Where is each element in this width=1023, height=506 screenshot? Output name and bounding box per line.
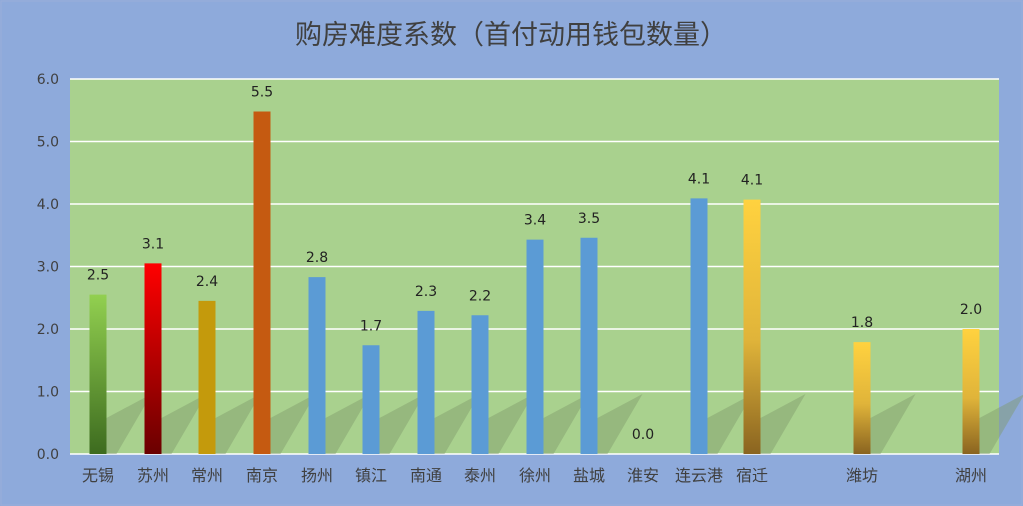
data-label: 2.5: [87, 268, 109, 284]
bar-苏州: [144, 263, 162, 454]
x-category-label: 常州: [191, 466, 223, 485]
bar-shadow: [597, 394, 643, 454]
bar-shadow: [434, 394, 480, 454]
data-labels: 2.5 3.1 2.4 5.5 2.8 1.7 2.3 2.2 3.4 3.5 0.0 4.1 4.1 1…: [87, 85, 982, 444]
gridlines: [70, 78, 999, 455]
y-axis-ticks: 0.0 1.0 2.0 3.0 4.0 5.0 6.0: [37, 72, 59, 463]
bar-徐州: [526, 239, 544, 454]
bar-南京: [253, 111, 271, 454]
data-label: 3.1: [142, 236, 164, 252]
x-axis-categories: 无锡 苏州 常州 南京 扬州 镇江 南通 泰州 徐州 盐城 淮安 连云港 宿迁 潍坊 湖州: [82, 466, 987, 485]
x-category-label: 潍坊: [846, 466, 878, 485]
bar-潍坊: [853, 342, 871, 454]
x-category-label: 苏州: [137, 466, 169, 485]
bar-shadow: [215, 394, 261, 454]
bar-扬州: [308, 277, 326, 454]
x-category-label: 淮安: [627, 466, 659, 485]
y-tick-label: 3.0: [37, 260, 59, 276]
bars: [89, 111, 980, 454]
x-category-label: 宿迁: [736, 466, 768, 485]
data-label: 4.1: [688, 171, 710, 187]
data-label: 4.1: [741, 173, 763, 189]
bar-shadow: [270, 394, 316, 454]
y-tick-label: 4.0: [37, 197, 59, 213]
bar-shadow: [488, 394, 534, 454]
chart-title: 购房难度系数（首付动用钱包数量）: [295, 20, 727, 51]
x-category-label: 扬州: [301, 466, 333, 485]
data-label: 2.4: [196, 274, 218, 290]
data-label: 3.5: [578, 211, 600, 227]
data-label: 2.0: [960, 302, 982, 318]
bar-shadow: [161, 394, 207, 454]
y-tick-label: 2.0: [37, 322, 59, 338]
bar-shadow: [760, 394, 806, 454]
x-category-label: 南通: [410, 466, 442, 485]
bar-泰州: [471, 315, 489, 454]
y-tick-label: 0.0: [37, 447, 59, 463]
data-label: 1.7: [360, 318, 382, 334]
bar-南通: [417, 310, 435, 454]
bar-shadow: [379, 394, 425, 454]
y-tick-label: 5.0: [37, 135, 59, 151]
bar-shadow: [870, 394, 916, 454]
bar-shadow: [979, 394, 1023, 454]
bar-连云港: [690, 198, 708, 454]
y-tick-label: 1.0: [37, 385, 59, 401]
bar-宿迁: [743, 199, 761, 454]
bar-镇江: [362, 345, 380, 454]
x-category-label: 无锡: [82, 466, 114, 485]
bar-湖州: [962, 329, 980, 454]
x-category-label: 泰州: [464, 466, 496, 485]
x-category-label: 南京: [246, 466, 278, 485]
data-label: 3.4: [524, 213, 546, 229]
x-category-label: 镇江: [355, 466, 387, 485]
x-category-label: 徐州: [519, 466, 551, 485]
bar-shadow: [325, 394, 371, 454]
data-label: 5.5: [251, 85, 273, 101]
bar-常州: [198, 300, 216, 454]
data-label: 2.3: [415, 284, 437, 300]
x-category-label: 盐城: [573, 466, 605, 485]
x-category-label: 连云港: [675, 466, 723, 485]
bar-shadows: [106, 394, 1023, 454]
data-label: 0.0: [632, 427, 654, 443]
data-label: 2.2: [469, 288, 491, 304]
bar-shadow: [707, 394, 753, 454]
bar-shadow: [543, 394, 589, 454]
bar-shadow: [106, 394, 152, 454]
bar-盐城: [580, 237, 598, 454]
bar-无锡: [89, 294, 107, 454]
data-label: 2.8: [306, 250, 328, 266]
x-category-label: 湖州: [955, 466, 987, 485]
data-label: 1.8: [851, 315, 873, 331]
y-tick-label: 6.0: [37, 72, 59, 88]
